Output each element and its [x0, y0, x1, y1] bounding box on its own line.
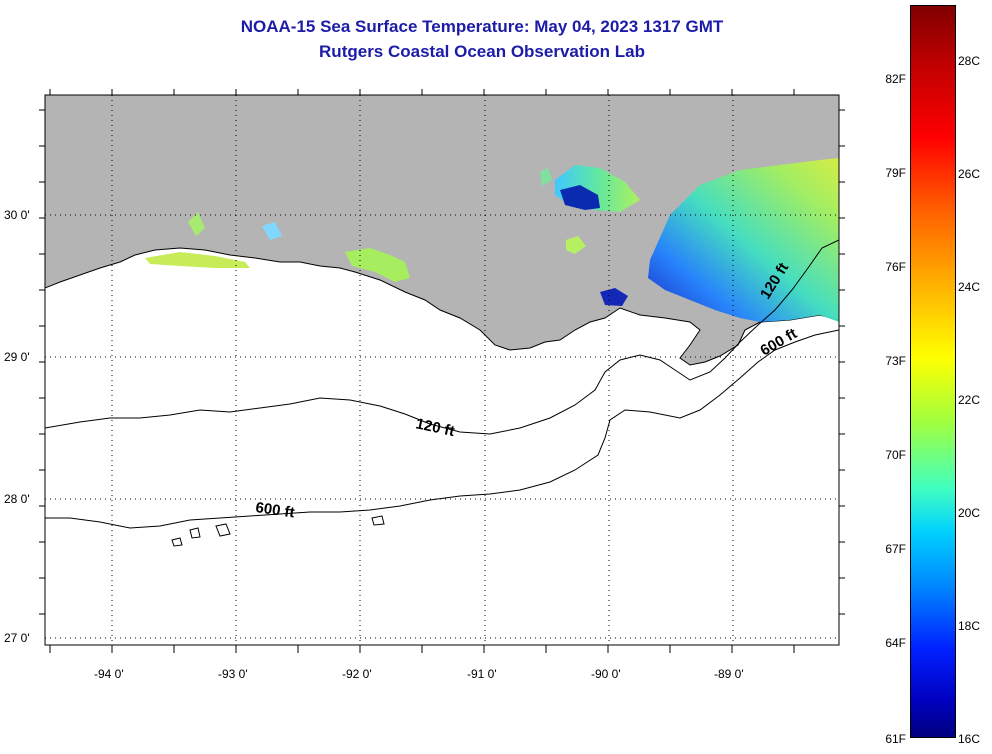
lat-label-28: 28 0': [4, 492, 30, 506]
isobath-120ft: [45, 239, 839, 435]
sst-swath-mid: [345, 248, 410, 282]
lon-label-94: -94 0': [94, 667, 124, 681]
sst-patch-small-2: [566, 236, 586, 254]
graticule: [45, 95, 839, 645]
colorbar-f-70: 70F: [885, 448, 906, 462]
contour-label-600ft-west: 600 ft: [254, 499, 295, 521]
map-frame: [44, 94, 840, 646]
lon-label-91: -91 0': [467, 667, 497, 681]
axis-ticks: [39, 89, 845, 653]
chart-subtitle: Rutgers Coastal Ocean Observation Lab: [319, 42, 645, 61]
lat-label-30: 30 0': [4, 208, 30, 222]
lat-label-27: 27 0': [4, 631, 30, 645]
colorbar-c-16: 16C: [958, 732, 981, 746]
sst-cold-delta: [600, 288, 628, 306]
sst-patch-small-3: [262, 222, 282, 240]
colorbar-c-22: 22C: [958, 393, 981, 407]
colorbar-f-76: 76F: [885, 260, 906, 274]
colorbar-c-20: 20C: [958, 506, 981, 520]
colorbar-f-64: 64F: [885, 636, 906, 650]
colorbar-f-67: 67F: [885, 542, 906, 556]
lon-label-92: -92 0': [342, 667, 372, 681]
sst-cold-patch: [560, 185, 600, 210]
lon-label-90: -90 0': [591, 667, 621, 681]
sst-patch-small-4: [188, 212, 205, 236]
isobath-600ft: [45, 329, 839, 529]
temperature-colorbar: [910, 5, 956, 738]
lon-label-89: -89 0': [714, 667, 744, 681]
sst-patch-small-1: [540, 168, 552, 186]
sst-swath-east: [648, 158, 839, 322]
lon-label-93: -93 0': [218, 667, 248, 681]
colorbar-f-79: 79F: [885, 166, 906, 180]
colorbar-c-26: 26C: [958, 167, 981, 181]
chart-title: NOAA-15 Sea Surface Temperature: May 04,…: [240, 17, 724, 36]
colorbar-f-61: 61F: [885, 732, 906, 746]
colorbar-f-82: 82F: [885, 72, 906, 86]
lat-label-29: 29 0': [4, 350, 30, 364]
land-area: [45, 95, 839, 366]
shelf-islets: [171, 515, 385, 547]
colorbar-c-24: 24C: [958, 280, 981, 294]
colorbar-f-73: 73F: [885, 354, 906, 368]
colorbar-c-28: 28C: [958, 54, 981, 68]
sst-swath-west: [145, 252, 250, 268]
colorbar-c-18: 18C: [958, 619, 981, 633]
